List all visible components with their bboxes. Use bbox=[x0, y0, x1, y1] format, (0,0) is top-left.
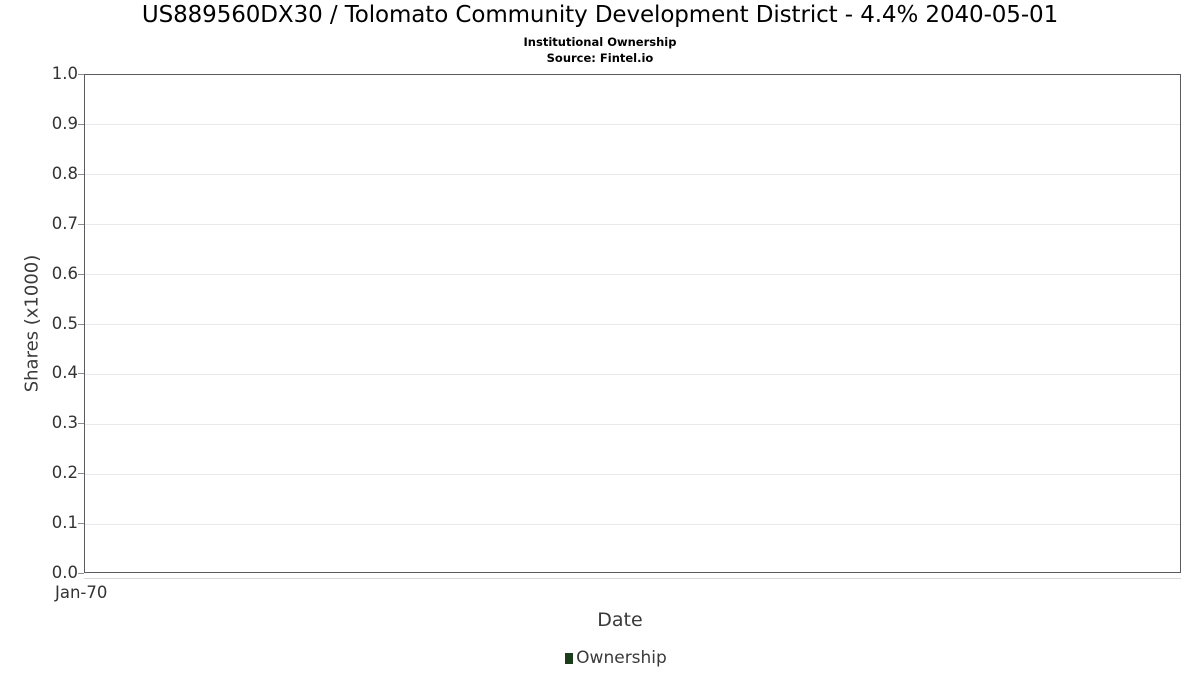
y-axis-title: Shares (x1000) bbox=[21, 254, 43, 393]
y-tick-mark bbox=[78, 323, 84, 325]
y-tick-label: 0.5 bbox=[51, 313, 78, 333]
gridline bbox=[85, 224, 1180, 226]
y-tick-mark bbox=[78, 423, 84, 425]
gridline bbox=[85, 473, 1180, 475]
chart-subtitle: Institutional Ownership bbox=[523, 35, 677, 49]
y-tick-mark bbox=[78, 373, 84, 375]
chart-title: US889560DX30 / Tolomato Community Develo… bbox=[141, 2, 1059, 28]
y-tick-label: 0.0 bbox=[51, 563, 78, 582]
y-tick-label: 0.7 bbox=[51, 213, 78, 233]
series-layer bbox=[85, 75, 1180, 572]
y-tick-label: 0.4 bbox=[51, 363, 78, 383]
y-tick-mark bbox=[78, 173, 84, 175]
y-tick-label: 0.6 bbox=[51, 263, 78, 283]
x-tick-label: Jan-70 bbox=[55, 583, 108, 602]
y-tick-label: 0.3 bbox=[51, 413, 78, 433]
y-tick-mark bbox=[78, 223, 84, 225]
gridline bbox=[85, 523, 1180, 525]
gridline bbox=[85, 174, 1180, 176]
gridline bbox=[85, 274, 1180, 276]
plot-area bbox=[84, 74, 1181, 573]
chart-source-label: Source: Fintel.io bbox=[546, 51, 654, 65]
y-tick-mark bbox=[78, 523, 84, 525]
legend-swatch-icon bbox=[565, 652, 574, 664]
y-tick-mark bbox=[78, 473, 84, 475]
y-tick-label: 0.1 bbox=[51, 513, 78, 533]
y-tick-label: 0.8 bbox=[51, 163, 78, 183]
y-tick-mark bbox=[78, 123, 84, 125]
gridline bbox=[85, 373, 1180, 375]
gridline bbox=[85, 124, 1180, 126]
y-tick-mark bbox=[78, 573, 84, 574]
chart-legend: Ownership bbox=[0, 648, 1200, 668]
y-tick-label: 0.2 bbox=[51, 463, 78, 483]
y-tick-mark bbox=[78, 74, 84, 75]
y-tick-mark bbox=[78, 273, 84, 275]
gridline bbox=[85, 423, 1180, 425]
legend-label: Ownership bbox=[576, 648, 667, 668]
gridline bbox=[85, 324, 1180, 325]
legend-item[interactable]: Ownership bbox=[565, 648, 667, 668]
y-tick-label: 1.0 bbox=[51, 64, 78, 83]
below-axis-rule bbox=[84, 578, 1181, 579]
x-axis-title: Date bbox=[597, 609, 643, 631]
y-tick-label: 0.9 bbox=[51, 113, 78, 133]
